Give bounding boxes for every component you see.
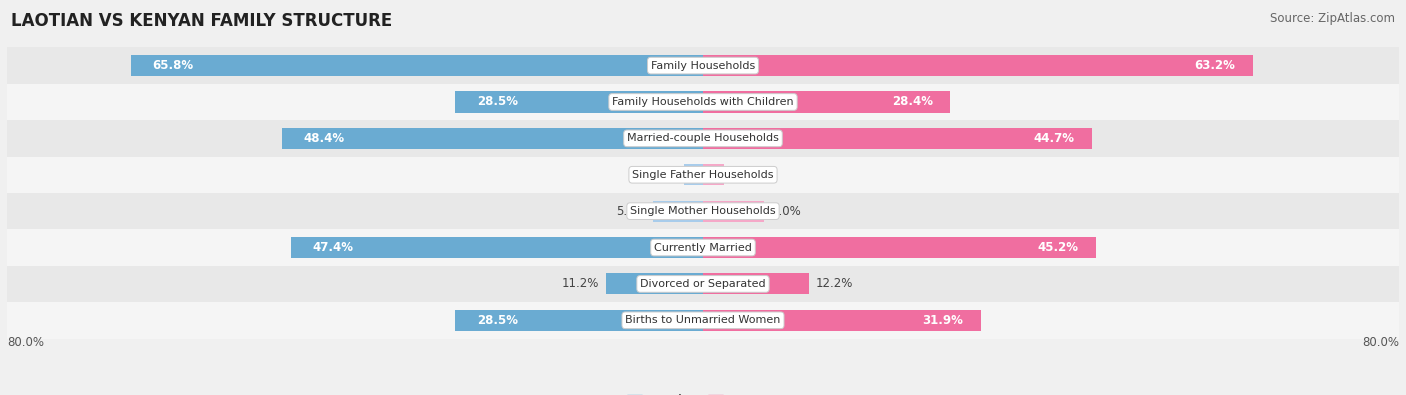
Bar	[683, 164, 703, 185]
Text: Single Father Households: Single Father Households	[633, 170, 773, 180]
Text: Married-couple Households: Married-couple Households	[627, 134, 779, 143]
Bar	[703, 128, 1092, 149]
Text: 65.8%: 65.8%	[152, 59, 194, 72]
Text: 28.5%: 28.5%	[477, 96, 517, 109]
Text: LAOTIAN VS KENYAN FAMILY STRUCTURE: LAOTIAN VS KENYAN FAMILY STRUCTURE	[11, 12, 392, 30]
Text: 45.2%: 45.2%	[1038, 241, 1078, 254]
Text: Source: ZipAtlas.com: Source: ZipAtlas.com	[1270, 12, 1395, 25]
Text: 48.4%: 48.4%	[304, 132, 344, 145]
Bar	[7, 47, 1399, 84]
Bar	[456, 310, 703, 331]
Bar	[456, 91, 703, 113]
Text: 80.0%: 80.0%	[7, 337, 44, 349]
Bar	[7, 266, 1399, 302]
Text: 11.2%: 11.2%	[561, 277, 599, 290]
Text: 31.9%: 31.9%	[922, 314, 963, 327]
Text: 5.8%: 5.8%	[616, 205, 645, 218]
Bar	[131, 55, 703, 76]
Bar	[7, 193, 1399, 229]
Text: 2.2%: 2.2%	[647, 168, 676, 181]
Text: 80.0%: 80.0%	[1362, 337, 1399, 349]
Bar	[703, 273, 808, 295]
Text: 28.5%: 28.5%	[477, 314, 517, 327]
Text: Births to Unmarried Women: Births to Unmarried Women	[626, 315, 780, 325]
Bar	[703, 237, 1097, 258]
Text: Family Households with Children: Family Households with Children	[612, 97, 794, 107]
Bar	[606, 273, 703, 295]
Text: 28.4%: 28.4%	[891, 96, 932, 109]
Bar	[7, 302, 1399, 339]
Text: Divorced or Separated: Divorced or Separated	[640, 279, 766, 289]
Text: 7.0%: 7.0%	[770, 205, 800, 218]
Bar	[703, 164, 724, 185]
Text: 2.4%: 2.4%	[731, 168, 761, 181]
Bar	[703, 55, 1253, 76]
Bar	[7, 156, 1399, 193]
Bar	[703, 91, 950, 113]
Text: Single Mother Households: Single Mother Households	[630, 206, 776, 216]
Bar	[7, 84, 1399, 120]
Bar	[652, 201, 703, 222]
Text: Currently Married: Currently Married	[654, 243, 752, 252]
Bar	[291, 237, 703, 258]
Bar	[283, 128, 703, 149]
Text: 44.7%: 44.7%	[1033, 132, 1074, 145]
Text: Family Households: Family Households	[651, 60, 755, 71]
Text: 12.2%: 12.2%	[815, 277, 853, 290]
Text: 47.4%: 47.4%	[312, 241, 353, 254]
Text: 63.2%: 63.2%	[1195, 59, 1236, 72]
Bar	[703, 310, 980, 331]
Bar	[7, 120, 1399, 156]
Bar	[7, 229, 1399, 266]
Bar	[703, 201, 763, 222]
Legend: Laotian, Kenyan: Laotian, Kenyan	[627, 394, 779, 395]
